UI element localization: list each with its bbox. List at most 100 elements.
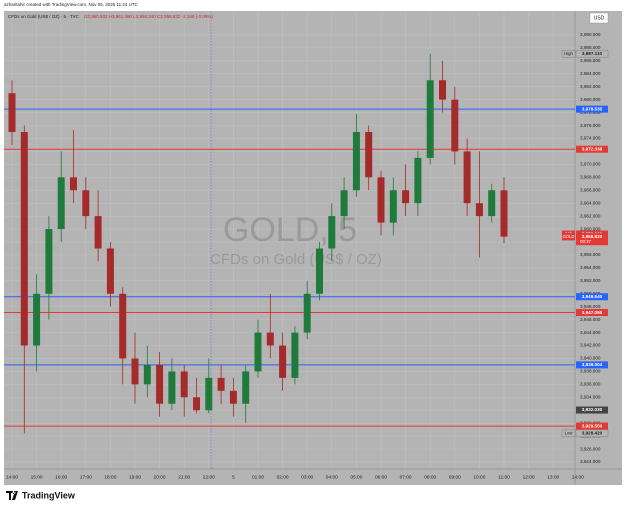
x-tick-label: 08:00 [424,474,436,480]
level-badge [576,145,608,153]
candle-body [402,190,410,204]
candle-body [439,80,446,100]
candle-body [193,397,200,411]
x-tick-label: 06:00 [375,474,387,480]
price-badge-tag [561,49,576,58]
x-tick-label: 13:00 [547,474,559,480]
x-tick-label: 14:00 [6,474,18,480]
x-tick-label: 10:00 [473,474,485,480]
x-tick-label: 02:00 [277,474,289,480]
y-tick-label: 3,984.000 [580,71,601,76]
level-label: 3,929.550 [582,423,603,428]
x-tick-label: 04:00 [326,474,338,480]
y-tick-label: 3,938.000 [580,369,601,374]
y-tick-label: 3,974.000 [580,136,601,141]
y-tick-label: 3,968.000 [580,175,601,180]
x-tick-label: 20:00 [154,474,166,480]
x-tick-label: 12:00 [523,474,535,480]
y-tick-label: 3,960.000 [580,226,601,231]
y-tick-label: 3,970.000 [580,162,601,167]
candle-body [365,132,373,178]
candle-body [57,177,65,230]
x-tick-label: 07:00 [400,474,412,480]
candle-body [8,93,16,133]
price-badge-tag-label: Low [565,430,574,435]
y-tick-label: 3,966.000 [580,187,601,192]
level-label: 3,972.338 [582,146,603,151]
y-tick-label: 3,982.000 [580,84,601,89]
price-badge-tag-label: GOLD [563,234,575,239]
currency-box[interactable] [589,12,609,24]
candle-body [45,229,53,294]
level-badge [576,361,608,369]
y-tick-label: 3,986.000 [580,58,601,63]
price-badge-tag [562,233,575,241]
candle-body [451,99,459,152]
y-tick-label: 3,952.000 [580,278,601,283]
price-badge-tag [561,429,576,438]
candle-body [229,390,237,404]
x-tick-label: 5 [232,474,235,480]
attribution: azharitahir created with TradingView.com… [4,2,139,7]
price-badge [575,49,609,58]
x-tick-label: 05:00 [350,474,362,480]
x-tick-label: 18:00 [104,474,116,480]
x-tick-label: 15:00 [31,474,43,480]
candle-body [475,203,483,217]
candle-body [180,371,188,398]
y-tick-label: 3,962.000 [580,213,601,218]
candle-body [279,345,287,378]
footer-brand: TradingView [22,490,76,500]
y-tick-label: 3,944.000 [580,330,601,335]
y-tick-label: 3,964.000 [580,200,601,205]
candle-body [70,177,77,191]
price-badge-label: 3,958.820 [582,234,603,239]
level-badge [576,309,608,317]
candle-body [426,80,434,158]
x-tick-label: 22:00 [203,474,215,480]
x-tick-label: 09:00 [449,474,461,480]
candle-body [377,177,385,223]
candle-body [242,371,250,404]
candle-body [328,216,336,249]
y-tick-label: 3,954.000 [580,265,601,270]
candle-body [82,190,90,217]
price-badge [576,233,608,246]
y-tick-label: 3,936.000 [580,382,601,387]
candle-body [217,377,225,391]
candle-body [352,132,360,191]
grid [4,11,575,469]
price-badge [576,406,608,414]
y-tick-label: 3,956.000 [580,252,601,257]
x-tick-label: 19:00 [129,474,141,480]
candle-body [156,364,164,404]
candle-body [20,132,28,346]
y-tick-label: 3,934.000 [580,395,601,400]
candle-body [500,190,508,237]
x-tick-label: 03:00 [301,474,313,480]
candle-body [291,332,299,378]
currency[interactable]: USD [594,15,605,21]
candle-body [131,358,139,385]
symbol: CFDs on Gold (US$ / OZ) · 5 · TVC [8,14,80,19]
level-badge [576,422,608,430]
x-tick-label: 17:00 [80,474,92,480]
y-tick-label: 3,976.000 [580,123,601,128]
candle-body [143,364,151,385]
x-tick-label: 16:00 [55,474,67,480]
y-tick-label: 3,990.000 [580,32,601,37]
candle-body [463,151,471,204]
y-tick-label: 3,988.000 [580,45,601,50]
candle-body [33,293,41,346]
ohlc: O3,960.832 H3,961.490 L3,958.340 C3,958.… [84,14,213,19]
plot [4,53,575,434]
candle-body [168,371,176,404]
watermark-subtitle: CFDs on Gold (US$ / OZ) [210,251,382,268]
level-badge [576,105,608,113]
candle-body [316,248,323,294]
level-label: 3,947.098 [582,310,603,315]
candle-body [389,190,397,223]
y-tick-label: 3,942.000 [580,343,601,348]
price-badge-label: 3,987.110 [582,51,603,56]
